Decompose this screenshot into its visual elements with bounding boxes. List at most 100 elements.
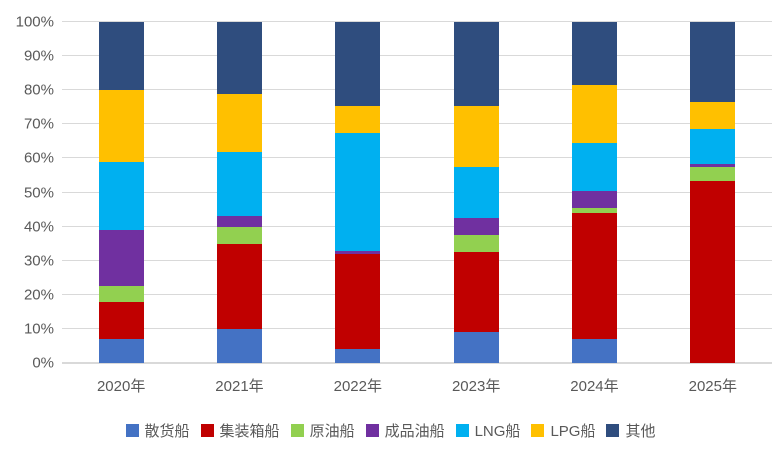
bar-segment-LPG船 — [453, 105, 499, 167]
legend-swatch-icon — [290, 424, 304, 437]
y-tick-label: 40% — [23, 218, 54, 236]
y-tick-label: 80% — [23, 81, 54, 99]
gridline — [62, 327, 772, 329]
y-axis: 0% 10% 20% 30% 40% 50% 60% 70% 80% 90% 100% — [0, 14, 54, 372]
bar-slot-2023年 — [417, 22, 535, 363]
legend-label: 原油船 — [309, 423, 355, 440]
legend: 散货船 集装箱船 原油船 成品油船 LNG船 LPG船 其他 — [0, 420, 781, 441]
bar-segment-成品油船 — [571, 190, 617, 208]
gridline — [62, 259, 772, 261]
y-tick-label: 90% — [23, 47, 54, 65]
bar-segment-LNG船 — [335, 132, 381, 251]
x-tick-label: 2024年 — [570, 378, 619, 395]
bar-segment-其他 — [571, 22, 617, 86]
y-tick-label: 60% — [23, 149, 54, 167]
gridline — [62, 89, 772, 91]
bar-segment-成品油船 — [453, 218, 499, 236]
gridline — [62, 191, 772, 193]
gridline — [62, 362, 772, 364]
bar-slot-2025年 — [654, 22, 772, 363]
legend-swatch-icon — [200, 424, 214, 437]
y-tick-label: 10% — [23, 320, 54, 338]
bar-segment-集装箱船 — [690, 180, 736, 363]
legend-label: 成品油船 — [384, 423, 445, 440]
y-tick-label: 100% — [15, 13, 54, 31]
legend-swatch-icon — [125, 424, 139, 437]
bar-2022年 — [335, 22, 381, 363]
bar-2020年 — [98, 22, 144, 363]
legend-item-其他: 其他 — [606, 420, 655, 441]
legend-label: LPG船 — [550, 423, 596, 440]
bar-segment-其他 — [216, 22, 262, 94]
legend-label: 集装箱船 — [219, 423, 280, 440]
legend-item-集装箱船: 集装箱船 — [200, 420, 280, 441]
legend-swatch-icon — [455, 424, 469, 437]
bar-segment-散货船 — [216, 328, 262, 363]
legend-label: 其他 — [625, 423, 656, 440]
bar-segment-其他 — [335, 22, 381, 106]
bar-segment-原油船 — [216, 226, 262, 244]
legend-item-LPG船: LPG船 — [531, 420, 595, 441]
gridline — [62, 21, 772, 22]
bar-segment-其他 — [453, 22, 499, 106]
y-tick-label: 70% — [23, 115, 54, 133]
x-tick-label: 2022年 — [333, 378, 382, 395]
x-tick-label: 2021年 — [215, 378, 264, 395]
y-tick-label: 30% — [23, 252, 54, 270]
bar-segment-集装箱船 — [335, 253, 381, 350]
bar-segment-LPG船 — [335, 105, 381, 133]
legend-label: LNG船 — [474, 423, 521, 440]
bar-segment-LNG船 — [453, 166, 499, 219]
y-tick-label: 0% — [32, 354, 54, 372]
bar-segment-LPG船 — [690, 102, 736, 130]
gridline — [62, 293, 772, 295]
bar-segment-散货船 — [98, 339, 144, 363]
bar-segment-LNG船 — [98, 161, 144, 231]
legend-label: 散货船 — [144, 423, 190, 440]
bar-segment-LPG船 — [571, 85, 617, 144]
bar-segment-LNG船 — [216, 151, 262, 217]
bar-segment-原油船 — [98, 286, 144, 302]
bar-segment-成品油船 — [216, 216, 262, 227]
gridline — [62, 55, 772, 57]
bar-segment-LPG船 — [216, 93, 262, 152]
y-tick-label: 20% — [23, 286, 54, 304]
legend-item-原油船: 原油船 — [290, 420, 355, 441]
bar-slot-2024年 — [535, 22, 653, 363]
gridline — [62, 157, 772, 159]
x-axis: 2020年 2021年 2022年 2023年 2024年 2025年 — [62, 375, 772, 396]
bar-segment-集装箱船 — [216, 243, 262, 329]
gridline — [62, 123, 772, 125]
bar-segment-散货船 — [571, 339, 617, 363]
bar-segment-成品油船 — [98, 230, 144, 287]
bar-segment-LNG船 — [571, 143, 617, 191]
legend-item-LNG船: LNG船 — [455, 420, 521, 441]
y-tick-label: 50% — [23, 184, 54, 201]
bar-segment-LNG船 — [690, 129, 736, 164]
bar-segment-原油船 — [690, 166, 736, 181]
bar-segment-集装箱船 — [98, 301, 144, 340]
legend-swatch-icon — [606, 424, 620, 437]
x-tick-label: 2020年 — [96, 378, 146, 395]
gridline — [62, 225, 772, 227]
x-tick-label: 2023年 — [451, 378, 501, 395]
bar-segment-LPG船 — [98, 90, 144, 162]
legend-swatch-icon — [531, 424, 545, 437]
bar-segment-散货船 — [453, 332, 499, 363]
bar-2023年 — [453, 22, 499, 363]
bar-segment-原油船 — [453, 235, 499, 253]
x-tick-label: 2025年 — [688, 378, 737, 395]
bar-slot-2020年 — [62, 22, 180, 363]
legend-item-散货船: 散货船 — [125, 420, 190, 441]
bar-segment-其他 — [98, 22, 144, 91]
bar-segment-散货船 — [335, 349, 381, 363]
bar-slot-2021年 — [180, 22, 298, 363]
bar-2024年 — [571, 22, 617, 363]
bar-segment-集装箱船 — [453, 252, 499, 333]
bar-segment-其他 — [690, 22, 736, 103]
bar-segment-原油船 — [571, 207, 617, 213]
legend-swatch-icon — [365, 424, 379, 437]
bar-segment-集装箱船 — [571, 212, 617, 340]
bar-segment-成品油船 — [690, 163, 736, 167]
